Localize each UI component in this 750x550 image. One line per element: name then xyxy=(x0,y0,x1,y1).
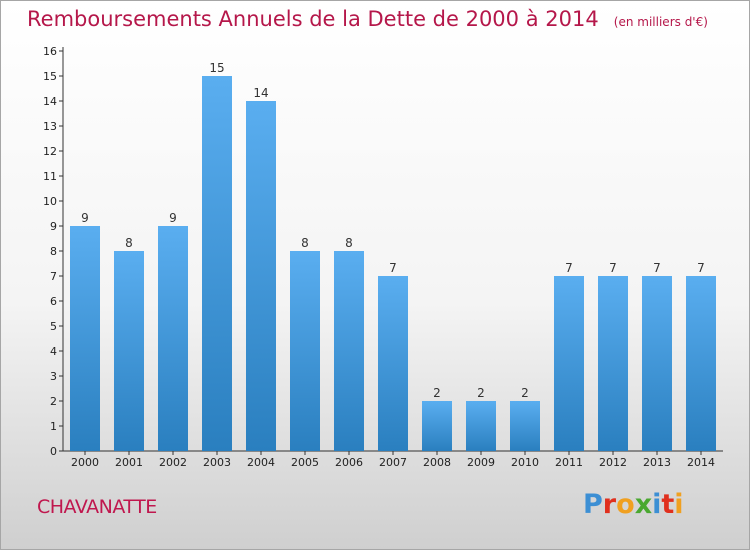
brand-letter: P xyxy=(583,489,603,520)
bar xyxy=(642,276,672,451)
x-tick-label: 2010 xyxy=(511,456,539,469)
brand-letter: i xyxy=(652,489,662,520)
bar-value-label: 8 xyxy=(125,236,133,250)
brand-letter: r xyxy=(602,489,617,520)
y-tick-label: 16 xyxy=(43,45,57,58)
y-tick-label: 9 xyxy=(50,220,57,233)
bar-value-label: 7 xyxy=(609,261,617,275)
bar-value-label: 7 xyxy=(565,261,573,275)
y-tick-label: 8 xyxy=(50,245,57,258)
title-row: Remboursements Annuels de la Dette de 20… xyxy=(27,7,708,31)
brand-letter: o xyxy=(616,489,635,520)
y-tick-label: 14 xyxy=(43,95,57,108)
bar xyxy=(466,401,496,451)
x-tick-label: 2012 xyxy=(599,456,627,469)
bar xyxy=(290,251,320,451)
bar-value-label: 9 xyxy=(81,211,89,225)
x-tick-label: 2014 xyxy=(687,456,715,469)
y-tick-label: 1 xyxy=(50,420,57,433)
y-tick-label: 11 xyxy=(43,170,57,183)
bar-value-label: 8 xyxy=(301,236,309,250)
y-tick-label: 15 xyxy=(43,70,57,83)
chart-title: Remboursements Annuels de la Dette de 20… xyxy=(27,7,599,31)
chart-subtitle: (en milliers d'€) xyxy=(613,15,708,29)
y-tick-label: 13 xyxy=(43,120,57,133)
bar xyxy=(686,276,716,451)
bar xyxy=(114,251,144,451)
bar-value-label: 8 xyxy=(345,236,353,250)
y-tick-label: 6 xyxy=(50,295,57,308)
y-tick-label: 0 xyxy=(50,445,57,458)
x-tick-label: 2003 xyxy=(203,456,231,469)
y-tick-label: 10 xyxy=(43,195,57,208)
x-tick-label: 2007 xyxy=(379,456,407,469)
y-tick-label: 7 xyxy=(50,270,57,283)
bar-value-label: 14 xyxy=(253,86,268,100)
bar-value-label: 2 xyxy=(521,386,529,400)
bar xyxy=(422,401,452,451)
x-tick-label: 2008 xyxy=(423,456,451,469)
y-tick-label: 4 xyxy=(50,345,57,358)
x-tick-label: 2005 xyxy=(291,456,319,469)
brand-letter: i xyxy=(674,489,684,520)
x-tick-label: 2006 xyxy=(335,456,363,469)
x-tick-label: 2009 xyxy=(467,456,495,469)
y-tick-label: 12 xyxy=(43,145,57,158)
x-tick-label: 2000 xyxy=(71,456,99,469)
bar xyxy=(598,276,628,451)
brand-letter: t xyxy=(661,489,675,520)
bar-value-label: 2 xyxy=(477,386,485,400)
bar-value-label: 15 xyxy=(209,61,224,75)
bar-value-label: 7 xyxy=(697,261,705,275)
bar xyxy=(378,276,408,451)
bar-value-label: 9 xyxy=(169,211,177,225)
y-tick-label: 3 xyxy=(50,370,57,383)
bar-value-label: 2 xyxy=(433,386,441,400)
x-tick-label: 2004 xyxy=(247,456,275,469)
bar-value-label: 7 xyxy=(653,261,661,275)
bar xyxy=(554,276,584,451)
x-tick-label: 2013 xyxy=(643,456,671,469)
commune-name: CHAVANATTE xyxy=(37,496,157,518)
x-tick-label: 2011 xyxy=(555,456,583,469)
bar xyxy=(334,251,364,451)
brand-letter: x xyxy=(634,489,653,520)
bar xyxy=(510,401,540,451)
bar xyxy=(202,76,232,451)
y-tick-label: 2 xyxy=(50,395,57,408)
brand-logo: Proxiti xyxy=(583,489,684,520)
x-tick-label: 2002 xyxy=(159,456,187,469)
bar xyxy=(158,226,188,451)
x-tick-label: 2001 xyxy=(115,456,143,469)
y-tick-label: 5 xyxy=(50,320,57,333)
bar xyxy=(246,101,276,451)
bar xyxy=(70,226,100,451)
bar-value-label: 7 xyxy=(389,261,397,275)
